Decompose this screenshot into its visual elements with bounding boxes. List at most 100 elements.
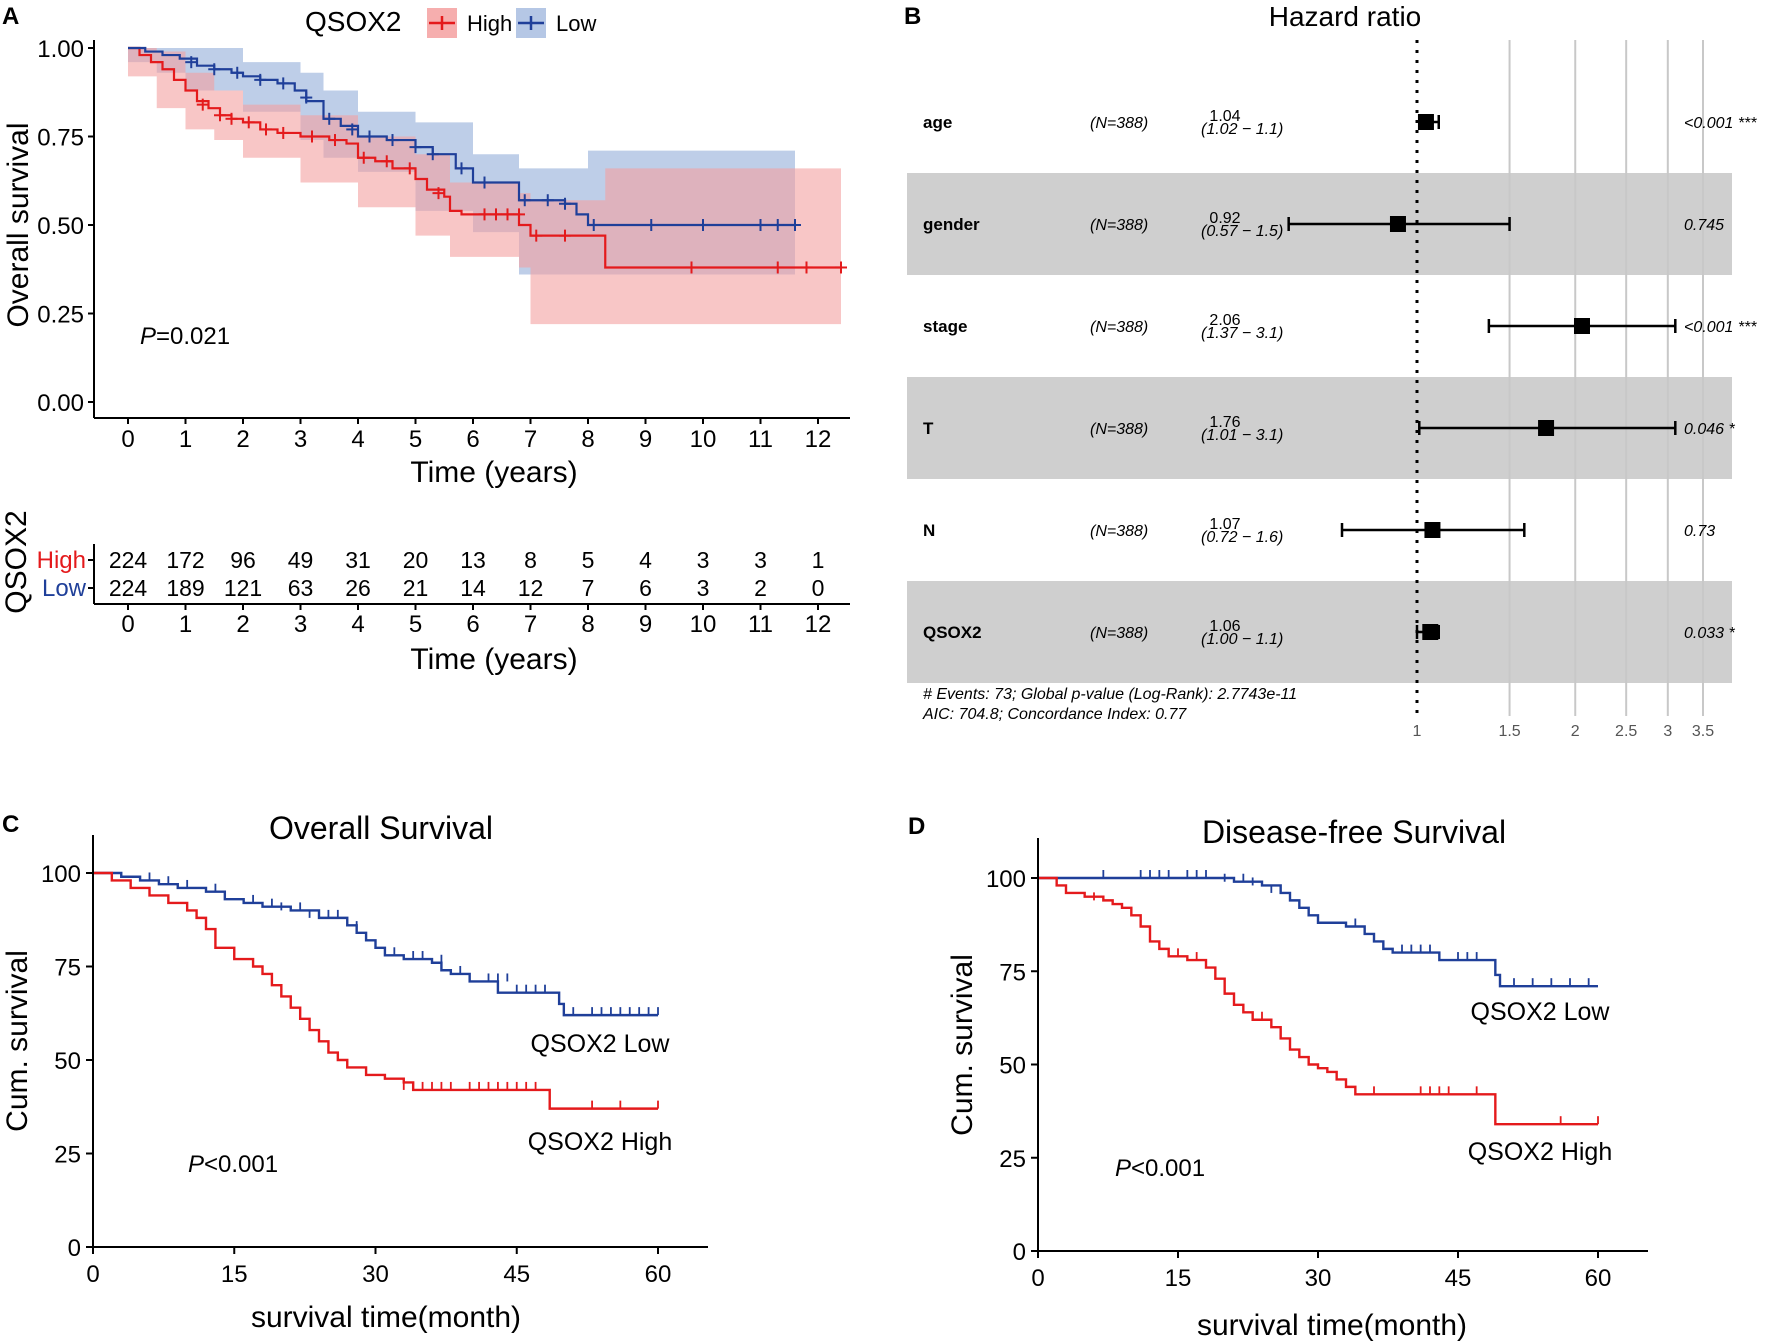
risk-count: 172 — [166, 547, 204, 573]
forest-rows: age (N=388) 1.04(1.02 − 1.1) <0.001 *** gend… — [923, 108, 1757, 648]
x-tick-label: 15 — [1165, 1265, 1192, 1292]
panel-letter-d: D — [908, 813, 925, 840]
legend-label-low: Low — [556, 11, 596, 36]
panel-c-curves — [93, 871, 659, 1110]
forest-tick-label: 1.5 — [1498, 723, 1520, 740]
censor-mark-low — [518, 194, 531, 207]
forest-tick-label: 2.5 — [1615, 723, 1637, 740]
risk-count: 12 — [518, 575, 544, 601]
forest-n: (N=388) — [1090, 217, 1148, 234]
forest-var-age: age — [923, 113, 952, 132]
forest-point — [1389, 216, 1406, 232]
y-tick-label: 75 — [54, 955, 81, 982]
censor-mark-low — [300, 91, 313, 104]
y-tick-label: 0.50 — [37, 213, 84, 240]
forest-hr: 1.07 — [1209, 516, 1240, 533]
censor-mark-high — [306, 130, 318, 143]
risk-count: 1 — [812, 547, 825, 573]
censor-mark-high — [800, 261, 813, 274]
forest-ci: (0.57 − 1.5) — [1201, 223, 1283, 240]
risk-count: 2 — [754, 575, 767, 601]
x-tick-label: 30 — [1305, 1265, 1332, 1292]
x-tick-label: 60 — [1585, 1265, 1612, 1292]
panel-c-x-label: survival time(month) — [251, 1301, 521, 1334]
forest-p: <0.001 *** — [1684, 319, 1757, 336]
panel-c-p-label: P — [188, 1151, 204, 1178]
y-tick-label: 50 — [54, 1048, 81, 1075]
risk-count: 224 — [109, 547, 148, 573]
panel-c-p-value: P<0.001 — [188, 1151, 278, 1178]
censor-mark-high — [196, 98, 209, 111]
censor-mark-low — [771, 219, 784, 231]
panel-c-y-label: Cum. survival — [1, 950, 34, 1132]
y-tick-label: 100 — [41, 861, 81, 888]
x-tick-label: 3 — [294, 426, 307, 453]
panel-c-km-plot: Overall Survival 0 25 50 75 100 0 15 30 45 60 sur… — [1, 810, 708, 1334]
panel-a-p-label: P — [140, 323, 156, 350]
censor-mark-high — [835, 261, 847, 274]
x-tick-label: 10 — [690, 426, 717, 453]
risk-count: 5 — [582, 547, 595, 573]
risk-count: 6 — [639, 575, 652, 601]
risk-count: 8 — [524, 547, 537, 573]
panel-c-ticks: 0 25 50 75 100 0 15 30 45 60 — [41, 861, 671, 1288]
panel-a-p-value: P=0.021 — [140, 323, 230, 350]
censor-mark-high — [490, 208, 502, 221]
forest-p: <0.001 *** — [1684, 115, 1757, 132]
forest-hr: 2.06 — [1209, 312, 1240, 329]
censor-mark-low — [478, 176, 491, 189]
forest-hr: 0.92 — [1209, 210, 1240, 227]
censor-mark-high — [559, 229, 571, 242]
risk-count: 3 — [697, 575, 710, 601]
risk-count: 31 — [345, 547, 371, 573]
panel-d-ticks: 0 25 50 75 100 0 15 30 45 60 — [986, 866, 1611, 1292]
x-tick-label: 60 — [645, 1261, 672, 1288]
forest-row-stripes — [907, 173, 1732, 683]
y-tick-label: 25 — [54, 1142, 81, 1169]
risk-count: 96 — [230, 547, 256, 573]
forest-var-n: N — [923, 521, 935, 540]
forest-n: (N=388) — [1090, 421, 1148, 438]
risk-x-tick-label: 12 — [805, 611, 832, 638]
censor-mark-high — [432, 187, 445, 200]
risk-x-tick-label: 4 — [351, 611, 364, 638]
risk-count: 189 — [166, 575, 204, 601]
x-tick-label: 2 — [236, 426, 249, 453]
censor-mark-low — [754, 219, 767, 231]
panel-a-p-number: =0.021 — [156, 323, 230, 350]
censor-mark-high — [260, 123, 272, 136]
risk-count: 3 — [754, 547, 767, 573]
forest-var-stage: stage — [923, 317, 967, 336]
forest-point — [1573, 318, 1590, 334]
risk-count: 26 — [345, 575, 371, 601]
forest-n: (N=388) — [1090, 115, 1148, 132]
risk-x-tick-label: 0 — [121, 611, 134, 638]
panel-d-high-label: QSOX2 High — [1468, 1138, 1613, 1166]
panel-d-x-label: survival time(month) — [1197, 1309, 1467, 1342]
panel-a-curves — [128, 46, 847, 274]
forest-point — [1424, 522, 1441, 538]
censor-mark-high — [357, 151, 370, 164]
forest-p: 0.745 — [1684, 217, 1724, 234]
forest-point — [1422, 624, 1439, 640]
forest-footer-aic: AIC: 704.8; Concordance Index: 0.77 — [922, 706, 1187, 723]
forest-var-t: T — [923, 419, 934, 438]
x-tick-label: 0 — [86, 1261, 99, 1288]
forest-ci: (0.72 − 1.6) — [1201, 529, 1283, 546]
risk-count: 49 — [288, 547, 314, 573]
y-tick-label: 0 — [68, 1235, 81, 1262]
forest-stripe — [907, 581, 1732, 683]
panel-a-ticks: 0.000.250.500.751.000 1 2 3 4 5 6 7 8 9 10 11 12 — [37, 36, 831, 453]
panel-d-km-plot: Disease-free Survival 0 25 50 75 100 0 15 30 45 6… — [946, 814, 1648, 1342]
censor-mark-low — [697, 219, 709, 231]
km-line-high — [128, 46, 841, 269]
risk-count: 0 — [812, 575, 825, 601]
censor-mark-low — [587, 219, 600, 231]
x-tick-label: 0 — [1031, 1265, 1044, 1292]
forest-n: (N=388) — [1090, 523, 1148, 540]
censor-mark-low — [559, 197, 571, 210]
risk-x-tick-label: 1 — [179, 611, 192, 638]
censor-mark-high — [513, 208, 525, 221]
y-tick-label: 100 — [986, 866, 1026, 893]
